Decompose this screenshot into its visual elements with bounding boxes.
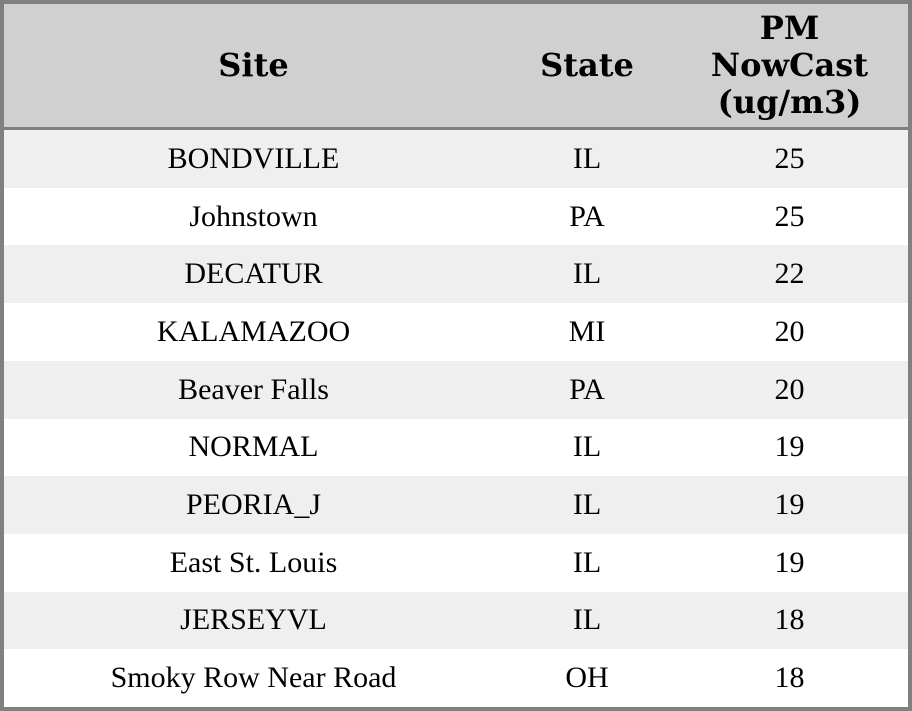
- table-row: East St. Louis IL 19: [4, 533, 908, 592]
- pm-nowcast-cell: 20: [774, 314, 805, 348]
- pm-nowcast-cell: 18: [774, 661, 805, 695]
- table-row: Beaver Falls PA 20: [4, 360, 908, 419]
- table-row: BONDVILLE IL 25: [4, 130, 908, 188]
- site-cell: BONDVILLE: [167, 141, 340, 175]
- state-cell: MI: [568, 314, 606, 348]
- pm-nowcast-cell: 25: [774, 199, 805, 233]
- table-row: Smoky Row Near Road OH 18: [4, 649, 908, 707]
- site-cell: Smoky Row Near Road: [110, 661, 397, 695]
- state-cell: IL: [572, 430, 602, 464]
- site-cell: DECATUR: [184, 257, 323, 291]
- site-cell: PEORIA_J: [185, 488, 321, 522]
- column-header-site: Site: [218, 46, 289, 84]
- state-cell: PA: [569, 199, 605, 233]
- table-row: NORMAL IL 19: [4, 418, 908, 477]
- state-cell: IL: [572, 603, 602, 637]
- state-cell: IL: [572, 545, 602, 579]
- pm-nowcast-cell: 19: [774, 488, 805, 522]
- table-row: Johnstown PA 25: [4, 187, 908, 246]
- state-cell: IL: [572, 257, 602, 291]
- table-row: PEORIA_J IL 19: [4, 476, 908, 534]
- state-cell: PA: [569, 372, 605, 406]
- state-cell: IL: [572, 141, 602, 175]
- site-cell: Johnstown: [189, 199, 318, 233]
- table-header-row: Site State PM NowCast (ug/m3): [4, 4, 908, 130]
- pm-nowcast-cell: 19: [774, 545, 805, 579]
- column-header-pm-nowcast: PM NowCast (ug/m3): [710, 9, 869, 121]
- site-cell: KALAMAZOO: [156, 314, 351, 348]
- site-cell: JERSEYVL: [180, 603, 327, 637]
- table-row: DECATUR IL 22: [4, 245, 908, 304]
- state-cell: IL: [572, 488, 602, 522]
- pm-nowcast-cell: 25: [774, 141, 805, 175]
- table-row: JERSEYVL IL 18: [4, 591, 908, 650]
- table-body: BONDVILLE IL 25 Johnstown PA 25 DECATUR …: [4, 130, 908, 707]
- table-row: KALAMAZOO MI 20: [4, 303, 908, 361]
- state-cell: OH: [565, 661, 609, 695]
- pm-nowcast-cell: 20: [774, 372, 805, 406]
- pm-nowcast-cell: 18: [774, 603, 805, 637]
- column-header-state: State: [540, 46, 634, 84]
- site-cell: NORMAL: [188, 430, 319, 464]
- site-cell: East St. Louis: [169, 545, 338, 579]
- pm-nowcast-cell: 19: [774, 430, 805, 464]
- pm-nowcast-cell: 22: [774, 257, 805, 291]
- site-cell: Beaver Falls: [178, 372, 329, 406]
